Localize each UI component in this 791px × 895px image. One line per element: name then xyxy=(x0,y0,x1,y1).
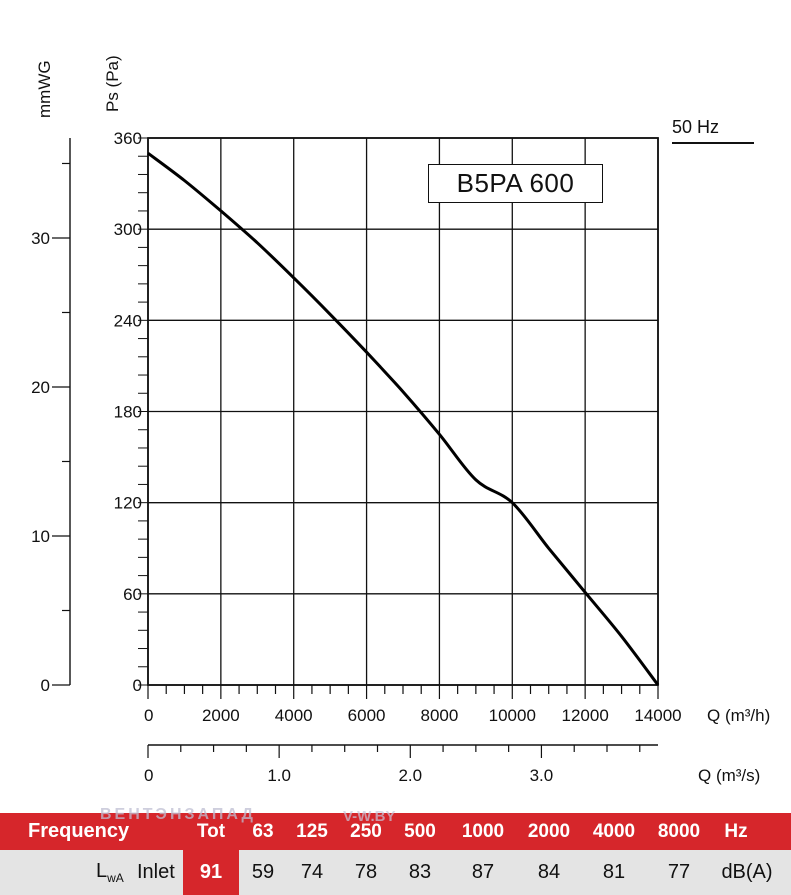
mmwg-tick-label: 10 xyxy=(31,527,50,546)
freq-500: 500 xyxy=(404,820,436,842)
freq-2000: 2000 xyxy=(527,820,571,842)
tot-header: Tot xyxy=(196,820,226,842)
m3s-tick-label: 3.0 xyxy=(530,766,554,785)
x-tick-label: 2000 xyxy=(202,706,240,725)
freq-1000: 1000 xyxy=(461,820,505,842)
sound-table-header-row: Frequency Tot 63 125 250 500 1000 2000 4… xyxy=(0,813,791,850)
m3s-tick-label: 1.0 xyxy=(267,766,291,785)
fan-curve-chart: 0 60 120 180 240 300 360 0 10 20 30 mmWG Ps (Pa) 0 200… xyxy=(31,55,770,785)
supply-frequency-label: 50 Hz xyxy=(672,117,720,137)
x-tick-label: 6000 xyxy=(348,706,386,725)
x-tick-label: 0 xyxy=(144,706,153,725)
freq-8000: 8000 xyxy=(657,820,701,842)
x-axis-title: Q (m³/h) xyxy=(707,706,770,725)
y-tick-label: 60 xyxy=(123,585,142,604)
lwa-125: 74 xyxy=(300,861,324,883)
m3s-tick-label: 2.0 xyxy=(398,766,422,785)
lwa-label: LwA xyxy=(96,860,124,885)
pa-axis-title: Ps (Pa) xyxy=(103,55,122,112)
freq-4000: 4000 xyxy=(592,820,636,842)
mmwg-tick-label: 0 xyxy=(41,676,50,695)
lwa-500: 83 xyxy=(408,861,432,883)
y-tick-label: 360 xyxy=(114,129,142,148)
x-tick-label: 10000 xyxy=(489,706,536,725)
y-tick-label: 0 xyxy=(133,676,142,695)
x-tick-label: 12000 xyxy=(562,706,609,725)
lwa-2000: 84 xyxy=(537,861,561,883)
m3s-tick-label: 0 xyxy=(144,766,153,785)
lwa-1000: 87 xyxy=(471,861,495,883)
y-tick-label: 180 xyxy=(114,403,142,422)
y-tick-label: 300 xyxy=(114,220,142,239)
model-label: B5PA 600 xyxy=(456,168,575,198)
supply-frequency-underline xyxy=(672,142,754,144)
model-label-box: B5PA 600 xyxy=(428,164,603,203)
tot-value: 91 xyxy=(183,850,239,895)
y-tick-label: 120 xyxy=(114,494,142,513)
lwa-63: 59 xyxy=(251,861,275,883)
lwa-4000: 81 xyxy=(602,861,626,883)
y-tick-label: 240 xyxy=(114,311,142,330)
frequency-header-label: Frequency xyxy=(28,820,130,842)
dba-unit: dB(A) xyxy=(721,861,773,883)
freq-250: 250 xyxy=(350,820,382,842)
hz-unit: Hz xyxy=(724,820,748,842)
x-tick-label: 14000 xyxy=(634,706,681,725)
mmwg-tick-label: 20 xyxy=(31,378,50,397)
fan-curve-line xyxy=(147,152,660,686)
sound-table-lwa-row: LwA Inlet 91 59 74 78 83 87 84 81 77 dB(… xyxy=(0,850,791,895)
m3s-axis-title: Q (m³/s) xyxy=(698,766,760,785)
mmwg-tick-label: 30 xyxy=(31,229,50,248)
inlet-label: Inlet xyxy=(137,861,175,883)
freq-63: 63 xyxy=(252,820,274,842)
x-tick-label: 4000 xyxy=(275,706,313,725)
watermark-brand: ВЕНТЭНЗАПАД xyxy=(100,806,256,823)
lwa-250: 78 xyxy=(354,861,378,883)
lwa-8000: 77 xyxy=(667,861,691,883)
watermark-site: V-W.BY xyxy=(343,808,396,825)
x-tick-label: 8000 xyxy=(421,706,459,725)
mmwg-axis-title: mmWG xyxy=(35,60,54,118)
freq-125: 125 xyxy=(296,820,328,842)
